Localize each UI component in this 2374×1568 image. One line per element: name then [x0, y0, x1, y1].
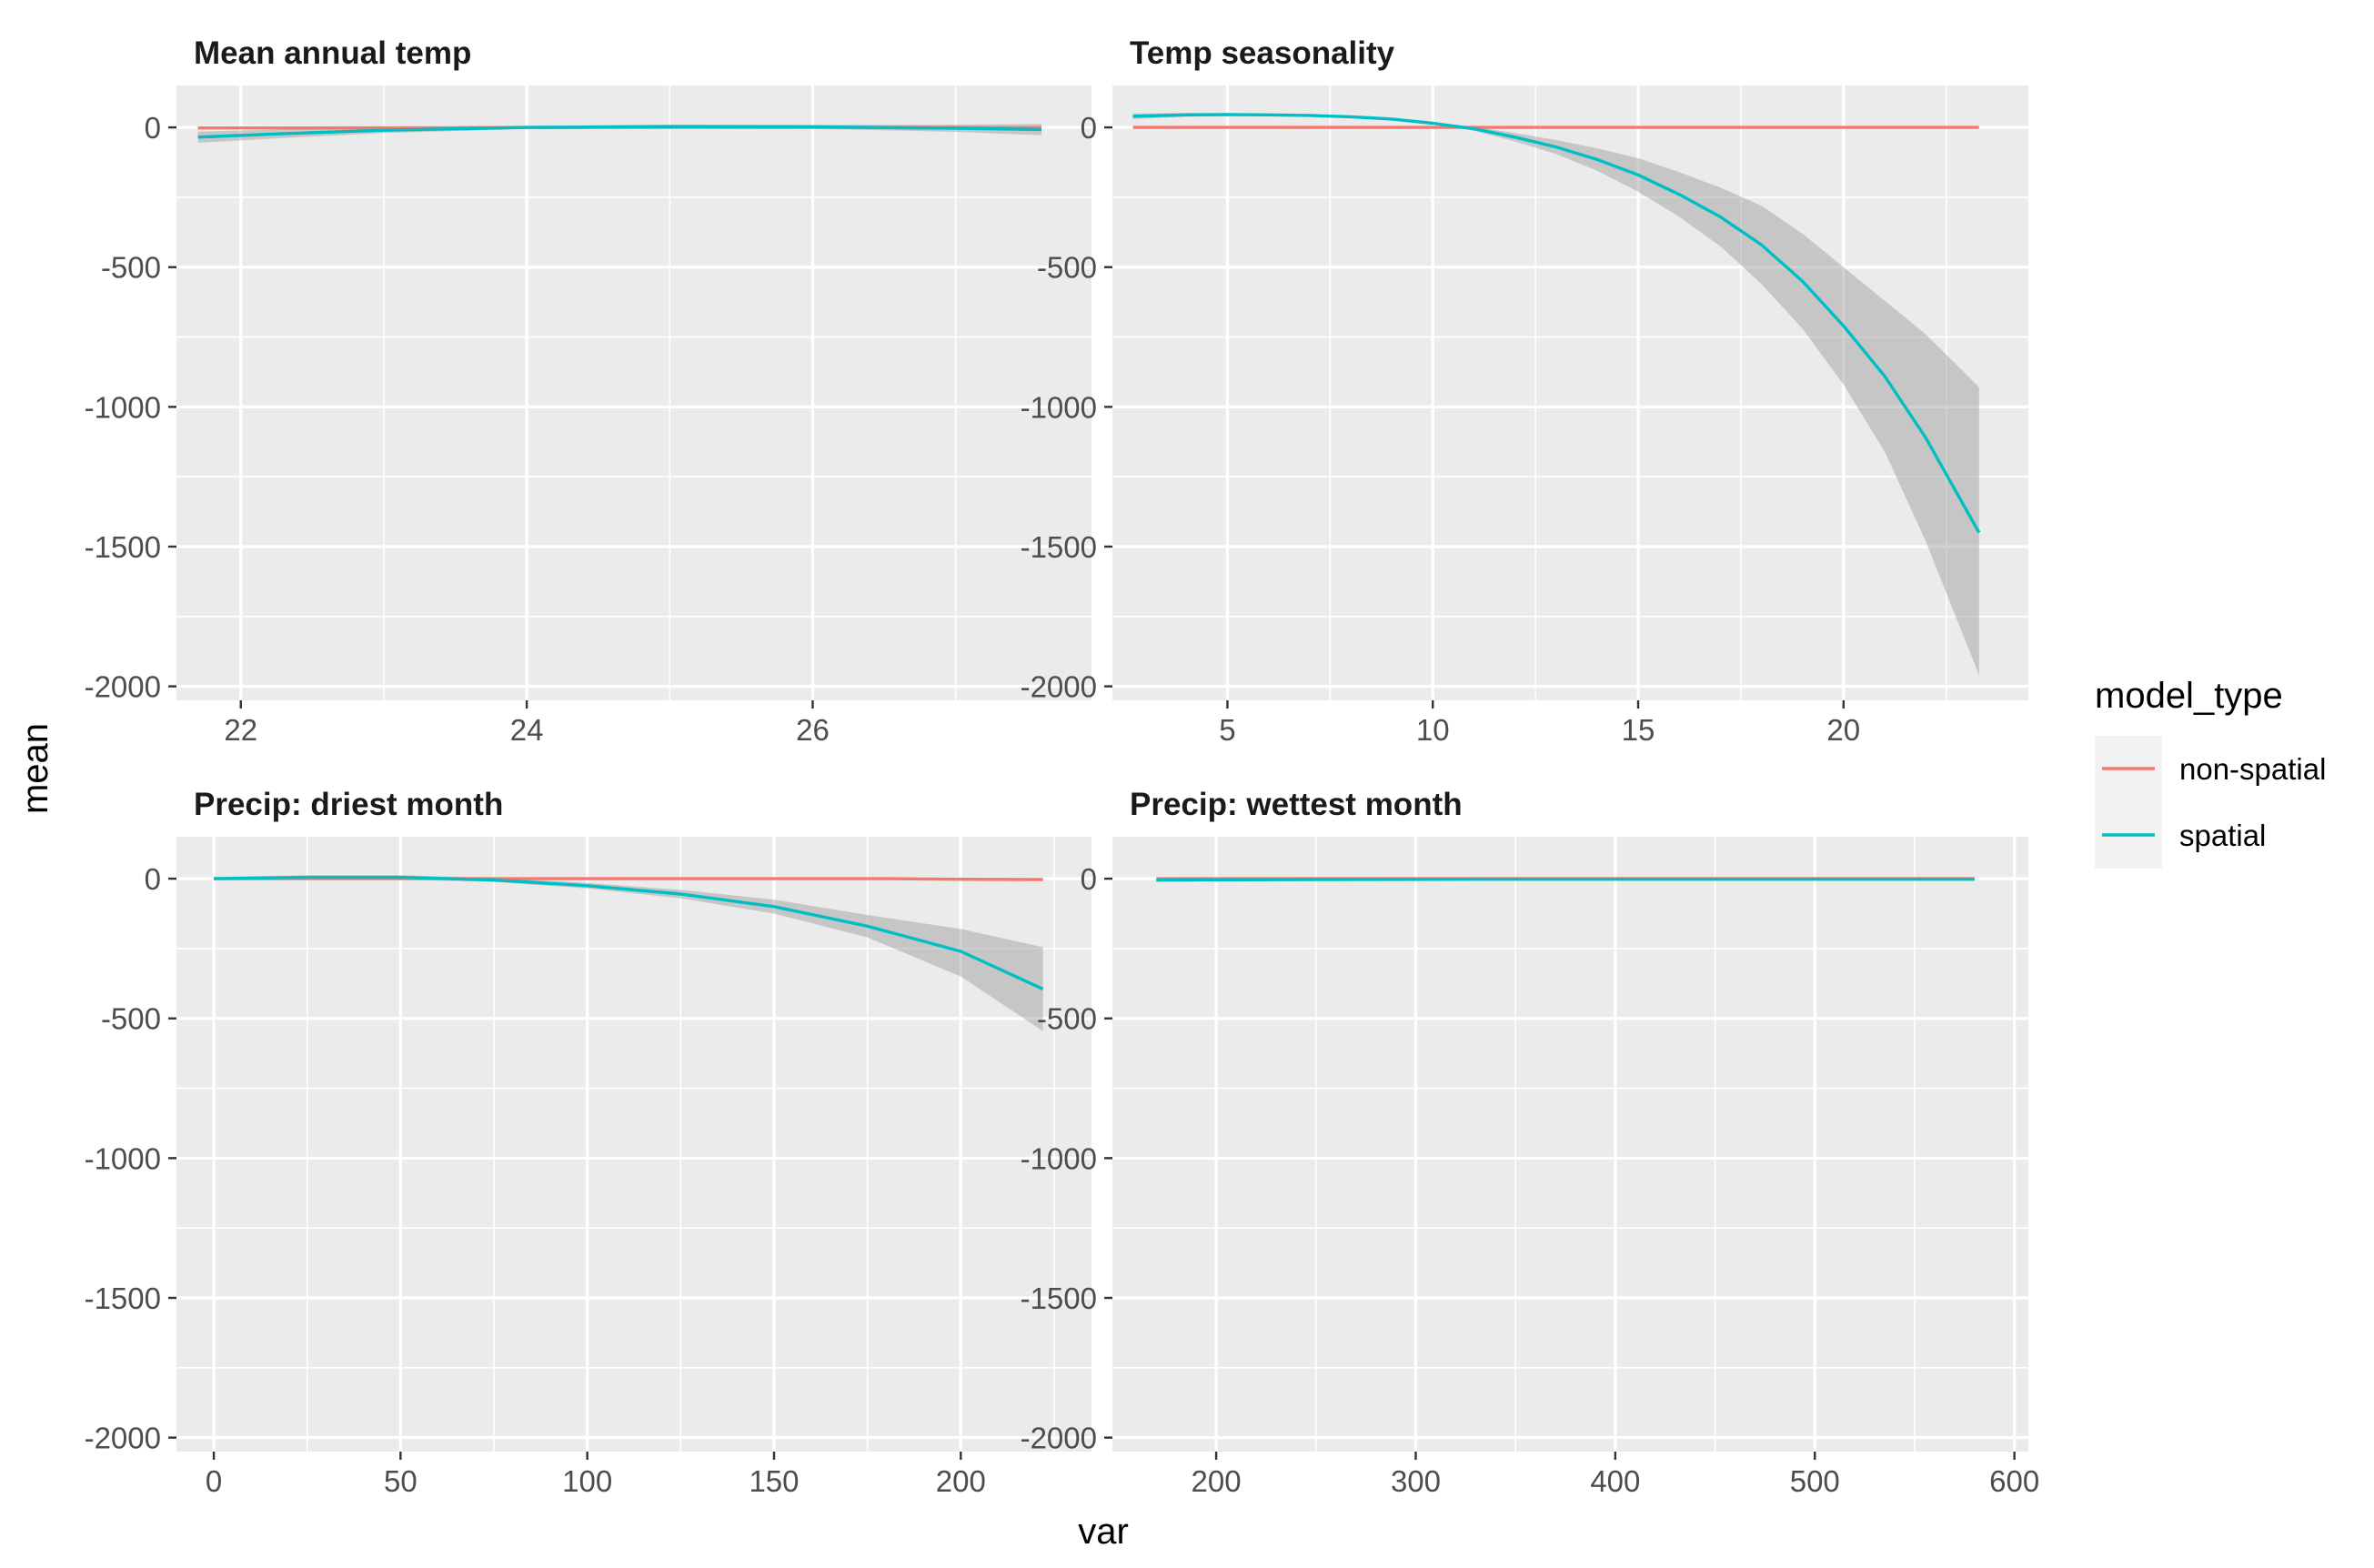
panel-precip-driest-month: Precip: driest month 0 -500 -1000 -1500 -2000… — [85, 787, 1091, 1498]
y-tick-label: 0 — [1081, 862, 1097, 896]
x-tick-label: 0 — [206, 1464, 222, 1498]
y-tick-label: -1000 — [85, 390, 161, 424]
facet-panels: Mean annual temp 0 -500 -1000 -1500 -2000 22 24… — [85, 35, 2040, 1498]
panel-precip-driest-month-background — [176, 837, 1091, 1452]
legend-label-spatial: spatial — [2179, 819, 2266, 852]
ribbon-spatial — [214, 875, 1043, 1031]
y-tick-label: -1500 — [85, 1282, 161, 1315]
x-tick-label: 24 — [510, 713, 544, 747]
x-tick-label: 600 — [1989, 1464, 2039, 1498]
panel-temp-seasonality-background — [1112, 85, 2028, 700]
panel-mean-annual-temp-title: Mean annual temp — [194, 35, 471, 71]
y-tick-label: -1500 — [1021, 1282, 1097, 1315]
panel-precip-wettest-month-title: Precip: wettest month — [1130, 787, 1463, 822]
x-tick-label: 50 — [384, 1464, 417, 1498]
series-line-spatial — [214, 875, 1044, 991]
panel-precip-wettest-month: Precip: wettest month 0 -500 -1000 -1500 -200… — [1021, 787, 2040, 1498]
panel-mean-annual-temp-background — [176, 85, 1091, 700]
y-tick-label: -2000 — [1021, 670, 1097, 704]
x-tick-label: 26 — [796, 713, 830, 747]
panel-temp-seasonality: Temp seasonality 0 -500 -1000 -1500 -2000 5 10 1… — [1021, 35, 2028, 747]
panel-temp-seasonality-title: Temp seasonality — [1130, 35, 1395, 71]
x-axis-title: var — [1078, 1512, 1129, 1552]
x-tick-label: 200 — [936, 1464, 986, 1498]
y-tick-label: 0 — [145, 111, 161, 145]
panel-mean-annual-temp: Mean annual temp 0 -500 -1000 -1500 -2000 22 24… — [85, 35, 1091, 747]
y-tick-label: -2000 — [85, 670, 161, 704]
x-tick-label: 200 — [1192, 1464, 1242, 1498]
y-tick-label: -1000 — [1021, 390, 1097, 424]
panel-temp-seasonality-data — [1132, 113, 1981, 676]
y-axis-title: mean — [15, 723, 55, 814]
legend-key-bg — [2095, 736, 2162, 869]
y-tick-label: -500 — [101, 251, 161, 285]
x-tick-label: 22 — [224, 713, 257, 747]
series-line-spatial — [197, 125, 1042, 139]
x-tick-label: 500 — [1790, 1464, 1840, 1498]
x-tick-label: 20 — [1826, 713, 1860, 747]
x-tick-label: 100 — [562, 1464, 612, 1498]
y-tick-label: -500 — [1037, 251, 1097, 285]
panel-mean-annual-temp-data — [197, 124, 1042, 143]
legend-label-non-spatial: non-spatial — [2179, 752, 2326, 786]
y-tick-label: -500 — [1037, 1002, 1097, 1036]
series-line-spatial — [1132, 113, 1981, 534]
x-tick-label: 400 — [1590, 1464, 1640, 1498]
panel-precip-wettest-month-background — [1112, 837, 2028, 1452]
y-tick-label: 0 — [1081, 111, 1097, 145]
y-tick-label: -1000 — [85, 1141, 161, 1175]
series-line-spatial — [1156, 878, 1975, 882]
x-tick-label: 300 — [1391, 1464, 1441, 1498]
y-tick-label: -1000 — [1021, 1141, 1097, 1175]
y-tick-label: -1500 — [85, 530, 161, 564]
x-tick-label: 150 — [749, 1464, 799, 1498]
y-tick-label: 0 — [145, 862, 161, 896]
x-tick-label: 5 — [1219, 713, 1235, 747]
panel-precip-driest-month-data — [214, 875, 1044, 1031]
legend: model_type non-spatial spatial — [2095, 676, 2326, 869]
x-tick-label: 15 — [1622, 713, 1655, 747]
legend-title: model_type — [2095, 676, 2283, 716]
y-tick-label: -500 — [101, 1002, 161, 1036]
ribbon-spatial — [1132, 113, 1979, 676]
panel-precip-wettest-month-data — [1156, 877, 1975, 882]
y-tick-label: -2000 — [1021, 1422, 1097, 1455]
y-tick-label: -2000 — [85, 1422, 161, 1455]
panel-precip-driest-month-title: Precip: driest month — [194, 787, 503, 822]
x-tick-label: 10 — [1416, 713, 1450, 747]
y-tick-label: -1500 — [1021, 530, 1097, 564]
